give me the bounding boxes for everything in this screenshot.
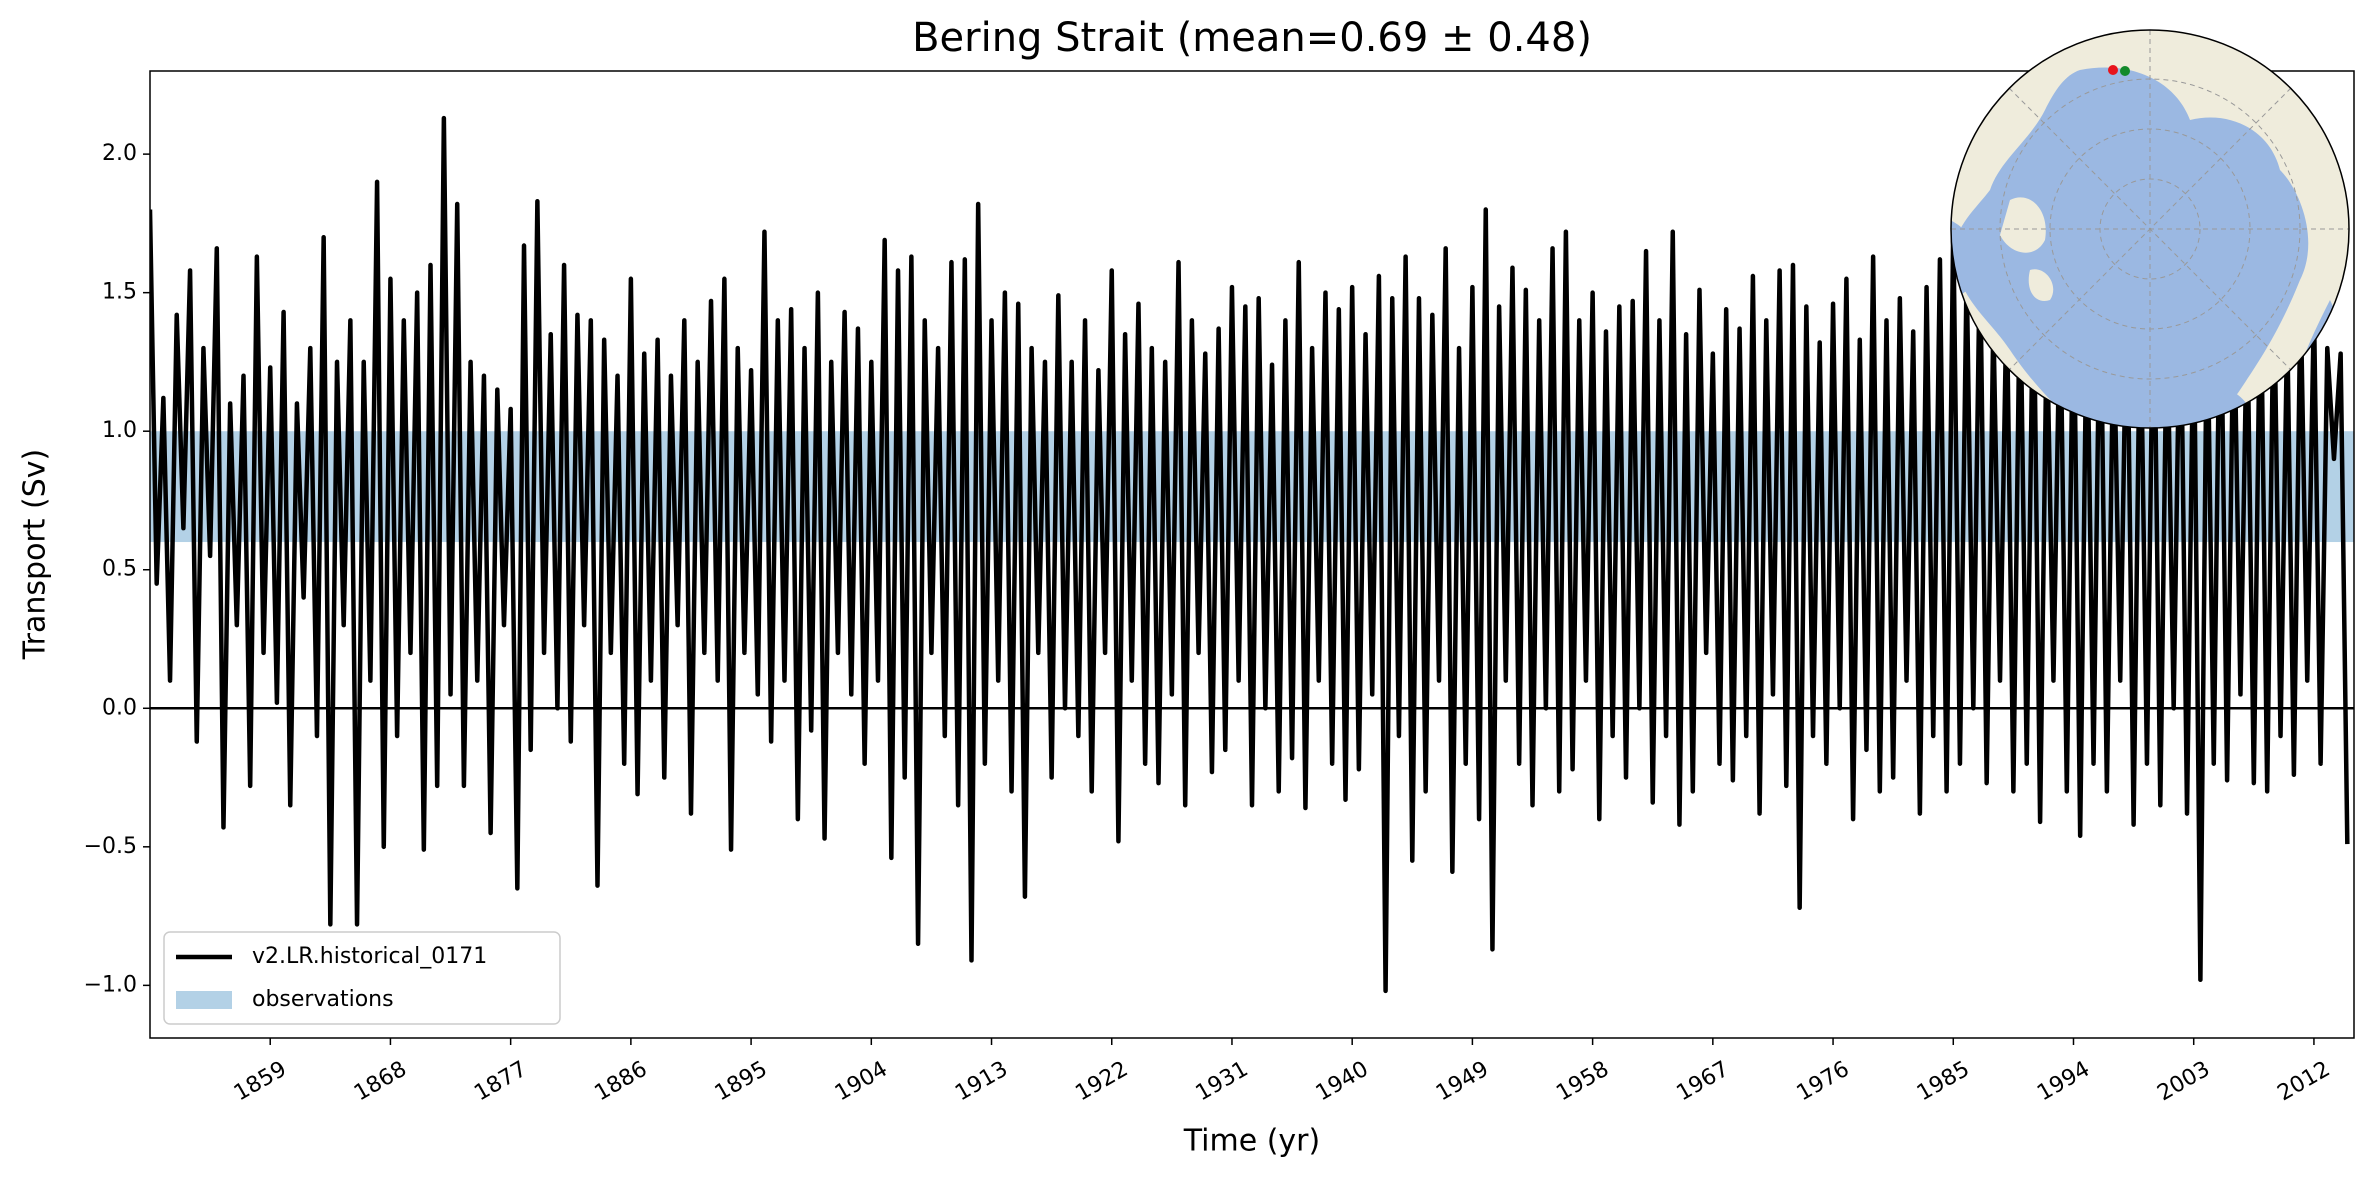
observations-band	[150, 431, 2354, 543]
x-tick-label: 1931	[1192, 1057, 1253, 1107]
x-tick-label: 2012	[2274, 1057, 2335, 1107]
y-tick-label: −0.5	[84, 834, 137, 859]
x-tick-label: 1895	[711, 1057, 772, 1107]
chart-title: Bering Strait (mean=0.69 ± 0.48)	[912, 15, 1592, 61]
legend-box	[163, 931, 561, 1025]
x-tick-label: 1967	[1672, 1057, 1733, 1107]
legend: v2.LR.historical_0171 observations	[163, 931, 561, 1025]
y-tick-label: 0.0	[102, 695, 137, 720]
y-tick-label: −1.0	[84, 972, 137, 997]
series-line	[150, 115, 2350, 994]
y-tick-label: 1.0	[102, 418, 137, 443]
x-tick-label: 1877	[470, 1057, 531, 1107]
x-tick-label: 1994	[2033, 1057, 2094, 1107]
x-tick-label: 2003	[2153, 1057, 2214, 1107]
x-tick-label: 1949	[1432, 1057, 1493, 1107]
map-marker	[2120, 66, 2130, 76]
map-marker	[2108, 65, 2118, 75]
x-tick-label: 1976	[1793, 1057, 1854, 1107]
y-tick-label: 0.5	[102, 557, 137, 582]
legend-label: v2.LR.historical_0171	[252, 944, 487, 969]
x-tick-label: 1922	[1071, 1057, 1132, 1107]
x-tick-label: 1958	[1552, 1057, 1613, 1107]
x-tick-label: 1940	[1312, 1057, 1373, 1107]
legend-patch	[176, 991, 232, 1009]
legend-label: observations	[252, 987, 394, 1012]
x-tick-label: 1913	[951, 1057, 1012, 1107]
y-tick-label: 2.0	[102, 141, 137, 166]
x-tick-label: 1985	[1913, 1057, 1974, 1107]
x-axis-label: Time (yr)	[1183, 1124, 1320, 1159]
plot-frame	[149, 70, 2355, 1039]
x-tick-label: 1868	[350, 1057, 411, 1107]
map-border	[1950, 29, 2350, 429]
x-tick-label: 1904	[831, 1057, 892, 1107]
plot-area: −1.0 −0.5 0.0 0.5 1.0 1.5 2.0 1859 1868 1877 1886 1…	[84, 70, 2355, 1107]
y-tick-label: 1.5	[102, 280, 137, 305]
x-tick-label: 1886	[590, 1057, 651, 1107]
y-axis-label: Transport (Sv)	[18, 449, 53, 661]
x-tick-label: 1859	[230, 1057, 291, 1107]
